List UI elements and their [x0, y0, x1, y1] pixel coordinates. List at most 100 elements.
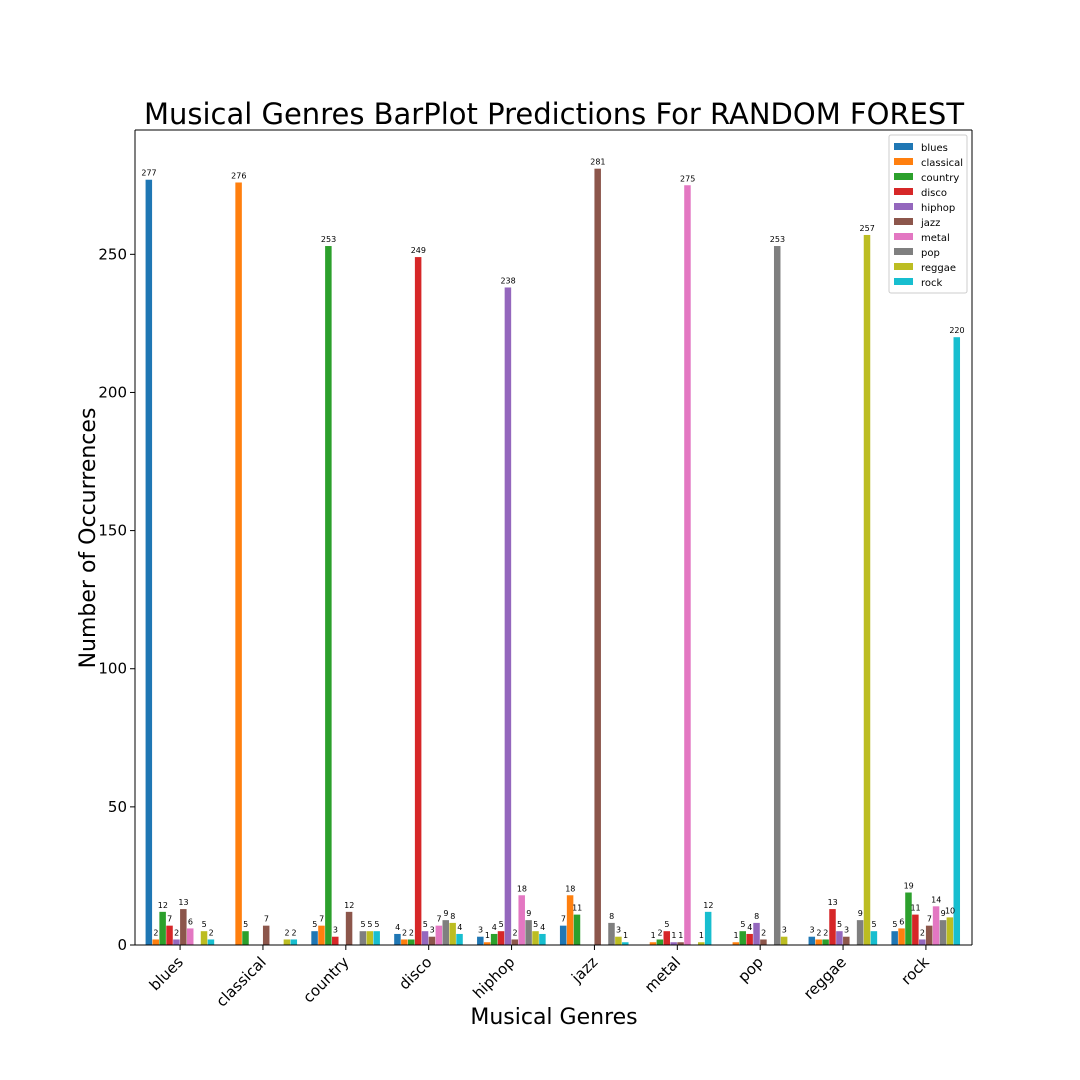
legend-swatch-rock: [894, 278, 913, 285]
bar-value-label: 249: [411, 246, 426, 255]
bar-value-label: 1: [733, 931, 738, 940]
bar-metal-jazz: [677, 942, 684, 945]
bar-value-label: 1: [678, 931, 683, 940]
bar-metal-disco: [663, 931, 671, 945]
bar-value-label: 12: [344, 901, 354, 910]
bar-jazz-country: [573, 914, 581, 945]
y-tick-label: 150: [98, 522, 127, 540]
bar-value-label: 12: [703, 901, 713, 910]
bar-country-rock: [373, 931, 380, 945]
bar-value-label: 7: [264, 915, 269, 924]
bar-classical-classical: [235, 182, 242, 946]
bar-value-label: 3: [782, 926, 787, 935]
legend-label-rock: rock: [921, 278, 943, 289]
legend-swatch-pop: [894, 248, 913, 255]
bar-jazz-blues: [559, 925, 567, 945]
legend-swatch-disco: [894, 188, 913, 195]
bar-disco-classical: [401, 939, 408, 945]
bar-reggae-blues: [808, 936, 816, 945]
bar-pop-classical: [732, 942, 740, 945]
bar-classical-jazz: [262, 925, 270, 945]
bar-pop-reggae: [780, 936, 788, 945]
legend-label-pop: pop: [921, 248, 940, 259]
bar-value-label: 1: [671, 931, 676, 940]
bar-disco-disco: [414, 257, 422, 946]
bar-value-label: 3: [478, 926, 483, 935]
x-tick-label-hiphop: hiphop: [469, 953, 518, 1002]
x-tick-label-blues: blues: [146, 953, 187, 994]
bar-value-label: 2: [761, 928, 766, 937]
bar-value-label: 5: [312, 920, 317, 929]
bar-value-label: 9: [526, 909, 531, 918]
bar-value-label: 7: [319, 915, 324, 924]
bar-value-label: 4: [395, 923, 400, 932]
legend: blues classical country disco hiphop jazz meta…: [888, 134, 968, 294]
bar-blues-disco: [166, 925, 173, 945]
bar-value-label: 5: [872, 920, 877, 929]
bar-value-label: 3: [844, 926, 849, 935]
bar-reggae-rock: [870, 931, 878, 945]
y-tick-label: 200: [98, 383, 127, 401]
bar-value-label: 3: [430, 926, 435, 935]
bar-value-label: 257: [860, 224, 875, 233]
bar-value-label: 1: [623, 931, 628, 940]
bar-value-label: 5: [243, 920, 248, 929]
bar-jazz-pop: [608, 922, 615, 945]
bar-value-label: 2: [920, 928, 925, 937]
legend-swatch-reggae: [894, 263, 913, 270]
bar-metal-country: [656, 939, 664, 945]
bar-value-label: 9: [858, 909, 863, 918]
bar-jazz-classical: [566, 895, 574, 945]
x-tick-label-pop: pop: [734, 953, 767, 986]
y-axis-label: Number of Occurrences: [76, 408, 101, 669]
bar-rock-rock: [953, 337, 961, 945]
legend-label-disco: disco: [921, 188, 947, 199]
bar-reggae-reggae: [863, 234, 871, 946]
bar-reggae-classical: [815, 939, 822, 945]
bar-value-label: 13: [178, 898, 188, 907]
bar-value-label: 5: [361, 920, 366, 929]
bar-classical-rock: [290, 939, 298, 945]
bar-value-label: 2: [658, 928, 663, 937]
bar-blues-country: [159, 911, 166, 945]
bar-disco-rock: [456, 933, 463, 945]
bar-country-disco: [332, 936, 339, 945]
bar-pop-pop: [773, 246, 781, 945]
bar-country-classical: [318, 925, 325, 945]
bar-hiphop-country: [490, 933, 498, 945]
bar-rock-metal: [932, 906, 940, 945]
bar-disco-metal: [435, 925, 443, 945]
bar-value-label: 277: [141, 169, 156, 178]
axes-layer: 0 50 100 150 200 250 blues classical country disc…: [98, 129, 973, 1010]
bar-value-label: 2: [285, 928, 290, 937]
bar-blues-reggae: [200, 931, 208, 945]
bar-blues-jazz: [180, 909, 187, 945]
bar-jazz-reggae: [615, 936, 622, 945]
bar-pop-disco: [746, 933, 753, 945]
bar-value-label: 5: [499, 920, 504, 929]
bar-rock-pop: [939, 920, 947, 945]
bar-value-label: 5: [367, 920, 372, 929]
bar-blues-hiphop: [173, 939, 180, 945]
legend-swatch-country: [894, 173, 913, 180]
bar-hiphop-reggae: [532, 931, 539, 945]
bar-blues-classical: [152, 939, 159, 945]
bar-reggae-hiphop: [836, 931, 843, 945]
bar-value-label: 12: [158, 901, 168, 910]
bar-jazz-rock: [622, 942, 629, 945]
bar-country-country: [325, 246, 332, 945]
legend-label-jazz: jazz: [920, 218, 940, 229]
bar-value-label: 2: [816, 928, 821, 937]
bar-value-label: 7: [436, 915, 441, 924]
bar-value-label: 5: [533, 920, 538, 929]
bar-value-label: 5: [837, 920, 842, 929]
bar-value-label: 1: [485, 931, 490, 940]
bar-value-label: 5: [374, 920, 379, 929]
chart-title: Musical Genres BarPlot Predictions For R…: [144, 97, 964, 131]
bar-hiphop-rock: [539, 933, 546, 945]
bar-disco-reggae: [449, 922, 456, 945]
bar-rock-jazz: [925, 925, 933, 945]
legend-swatch-blues: [894, 143, 913, 150]
bar-value-label: 2: [174, 928, 179, 937]
bar-disco-blues: [394, 933, 401, 945]
